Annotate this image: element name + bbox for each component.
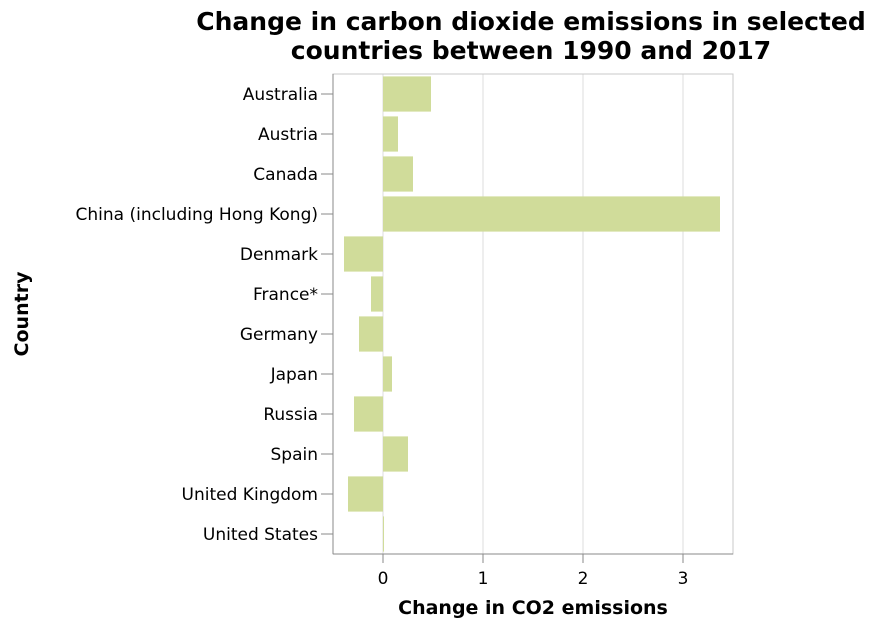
x-axis-title: Change in CO2 emissions [398,597,668,619]
chart-title-line-2: countries between 1990 and 2017 [291,36,771,65]
y-tick-label: Japan [270,365,318,385]
x-tick-label: 3 [678,569,689,589]
y-tick-label: Canada [253,165,318,185]
x-tick-label: 2 [578,569,589,589]
bar-australia [383,76,431,112]
y-tick-label: United Kingdom [182,485,318,505]
y-tick-label: Denmark [240,245,318,265]
y-tick-label: Austria [258,125,318,145]
bar-japan [383,356,392,392]
bar-china-including-hong-kong [383,196,720,232]
y-tick-label: Spain [271,445,319,465]
y-axis-title: Country [11,271,33,357]
y-tick-label: Germany [240,325,318,345]
x-tick-label: 1 [478,569,489,589]
chart-title-line-1: Change in carbon dioxide emissions in se… [196,7,865,36]
y-tick-label: Australia [243,85,318,105]
bar-spain [383,436,408,472]
y-tick-label: France* [253,285,318,305]
bar-germany [359,316,383,352]
grid-lines [382,74,684,554]
y-tick-label: Russia [263,405,318,425]
y-tick-label: China (including Hong Kong) [76,205,318,225]
bar-denmark [344,236,383,272]
bar-austria [383,116,398,152]
bars [344,76,720,552]
bar-france [371,276,383,312]
x-tick-label: 0 [378,569,389,589]
y-tick-label: United States [203,525,318,545]
bar-united-states [383,516,384,552]
axes: Australia Austria Canada China (including H… [76,74,733,589]
bar-canada [383,156,413,192]
bar-united-kingdom [348,476,383,512]
bar-russia [354,396,383,432]
